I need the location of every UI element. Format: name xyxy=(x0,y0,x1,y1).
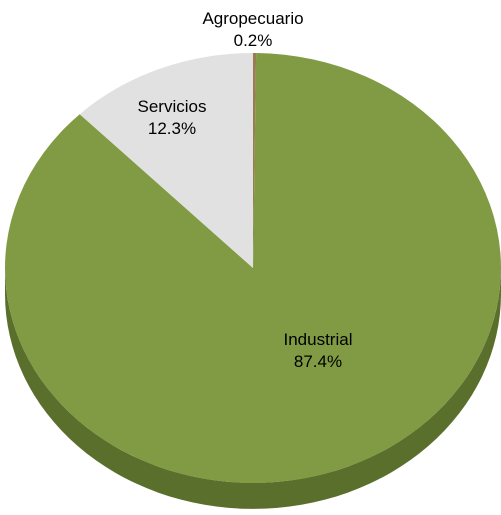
slice-label-servicios: Servicios xyxy=(138,97,207,116)
slice-value-servicios: 12.3% xyxy=(148,119,196,138)
pie-slices xyxy=(4,53,501,484)
pie-slice-servicios xyxy=(79,53,253,268)
pie-slice-industrial xyxy=(4,53,501,484)
slice-value-industrial: 87.4% xyxy=(294,352,342,371)
slice-value-agropecuario: 0.2% xyxy=(234,31,273,50)
slice-label-agropecuario: Agropecuario xyxy=(202,9,303,28)
pie-slice-agropecuario xyxy=(253,53,257,268)
slice-label-industrial: Industrial xyxy=(284,330,353,349)
pie-labels: Agropecuario 0.2% Industrial 87.4% Servicios… xyxy=(138,9,353,371)
